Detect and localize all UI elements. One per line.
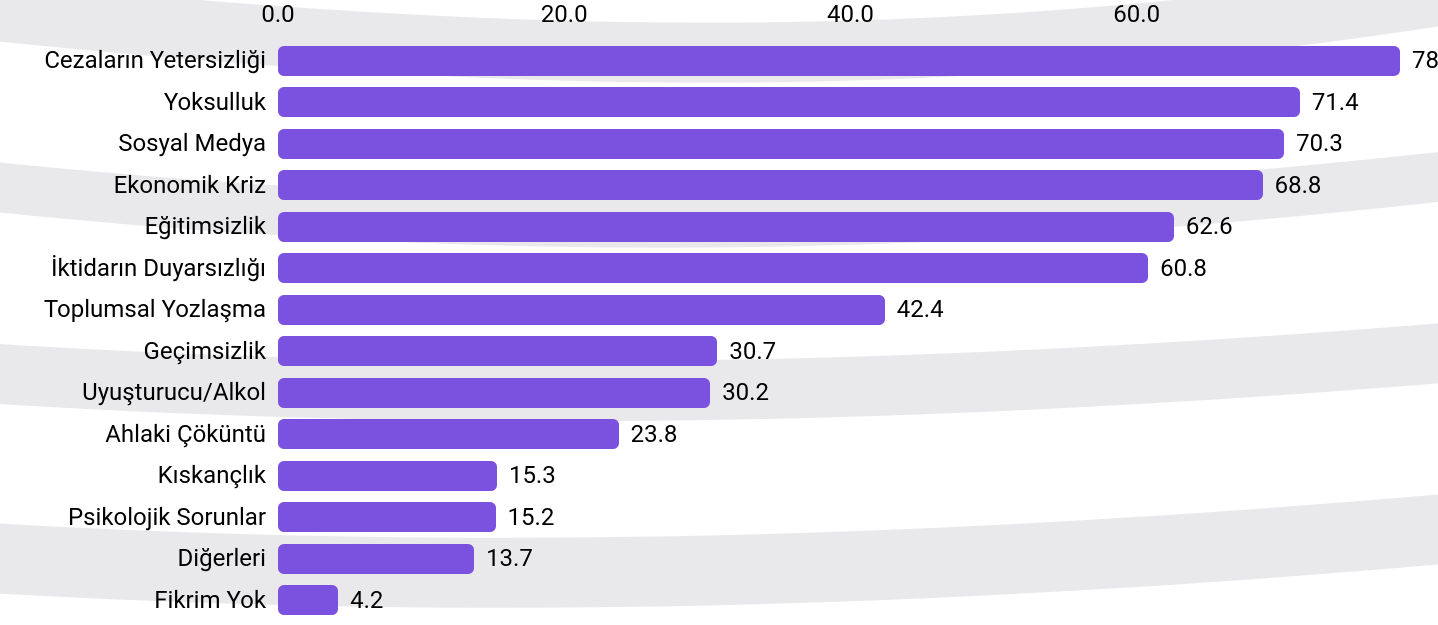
- value-label: 13.7: [486, 544, 533, 572]
- category-label: Uyuşturucu/Alkol: [82, 378, 266, 406]
- chart-row: İktidarın Duyarsızlığı 60.8: [0, 248, 1438, 290]
- chart-row: Yoksulluk 71.4: [0, 82, 1438, 124]
- bar: [278, 378, 710, 408]
- category-label: Diğerleri: [178, 544, 266, 572]
- value-label: 60.8: [1160, 254, 1207, 282]
- value-label: 62.6: [1186, 212, 1233, 240]
- bar: [278, 461, 497, 491]
- value-label: 78.4: [1412, 46, 1438, 74]
- value-label: 30.7: [729, 337, 776, 365]
- bar-chart: 0.0 20.0 40.0 60.0 Cezaların Yetersizliği 78…: [0, 0, 1438, 625]
- chart-row: Kıskançlık 15.3: [0, 455, 1438, 497]
- bar: [278, 544, 474, 574]
- chart-row: Diğerleri 13.7: [0, 538, 1438, 580]
- value-label: 15.3: [509, 461, 556, 489]
- chart-row: Ekonomik Kriz 68.8: [0, 165, 1438, 207]
- chart-row: Fikrim Yok 4.2: [0, 580, 1438, 622]
- chart-row: Geçimsizlik 30.7: [0, 331, 1438, 373]
- category-label: Sosyal Medya: [118, 129, 266, 157]
- x-axis-tick: 20.0: [541, 0, 588, 28]
- category-label: Eğitimsizlik: [145, 212, 266, 240]
- bar: [278, 46, 1400, 76]
- x-axis: 0.0 20.0 40.0 60.0: [0, 0, 1438, 30]
- value-label: 4.2: [350, 586, 383, 614]
- chart-row: Eğitimsizlik 62.6: [0, 206, 1438, 248]
- bar: [278, 170, 1263, 200]
- bar: [278, 129, 1284, 159]
- category-label: Geçimsizlik: [144, 337, 266, 365]
- bar: [278, 585, 338, 615]
- value-label: 42.4: [897, 295, 944, 323]
- value-label: 30.2: [722, 378, 769, 406]
- value-label: 71.4: [1312, 88, 1359, 116]
- value-label: 70.3: [1296, 129, 1343, 157]
- category-label: Ekonomik Kriz: [114, 171, 266, 199]
- chart-row: Toplumsal Yozlaşma 42.4: [0, 289, 1438, 331]
- chart-row: Ahlaki Çöküntü 23.8: [0, 414, 1438, 456]
- category-label: Ahlaki Çöküntü: [105, 420, 266, 448]
- category-label: Yoksulluk: [164, 88, 266, 116]
- chart-row: Cezaların Yetersizliği 78.4: [0, 40, 1438, 82]
- category-label: Cezaların Yetersizliği: [44, 46, 266, 74]
- value-label: 68.8: [1275, 171, 1322, 199]
- bar: [278, 295, 885, 325]
- category-label: İktidarın Duyarsızlığı: [51, 254, 266, 282]
- chart-row: Sosyal Medya 70.3: [0, 123, 1438, 165]
- bar: [278, 419, 619, 449]
- category-label: Psikolojik Sorunlar: [68, 503, 266, 531]
- bar: [278, 336, 717, 366]
- category-label: Fikrim Yok: [154, 586, 266, 614]
- x-axis-tick: 40.0: [827, 0, 874, 28]
- x-axis-tick: 60.0: [1113, 0, 1160, 28]
- chart-row: Uyuşturucu/Alkol 30.2: [0, 372, 1438, 414]
- bar: [278, 212, 1174, 242]
- bar: [278, 502, 496, 532]
- x-axis-tick: 0.0: [261, 0, 294, 28]
- category-label: Toplumsal Yozlaşma: [44, 295, 266, 323]
- value-label: 23.8: [631, 420, 678, 448]
- chart-row: Psikolojik Sorunlar 15.2: [0, 497, 1438, 539]
- bar: [278, 253, 1148, 283]
- category-label: Kıskançlık: [158, 461, 266, 489]
- bar: [278, 87, 1300, 117]
- value-label: 15.2: [508, 503, 555, 531]
